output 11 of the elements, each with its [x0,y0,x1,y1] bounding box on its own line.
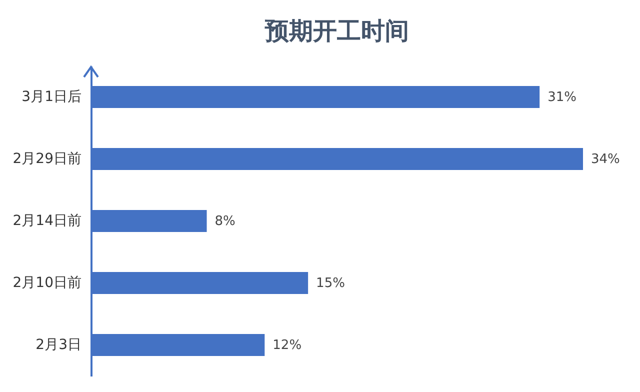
data-label: 8% [214,214,236,229]
data-label: 31% [548,90,576,105]
y-tick-label: 2月3日 [36,337,82,353]
data-label: 15% [316,276,345,291]
y-tick-label: 2月14日前 [12,213,82,229]
data-label: 34% [591,152,620,167]
y-tick-label: 2月29日前 [12,151,82,167]
y-tick-label: 3月1日后 [22,89,82,105]
y-tick-label: 2月10日前 [12,275,82,291]
chart-title: 预期开工时间 [264,16,409,45]
data-label: 12% [272,338,302,353]
